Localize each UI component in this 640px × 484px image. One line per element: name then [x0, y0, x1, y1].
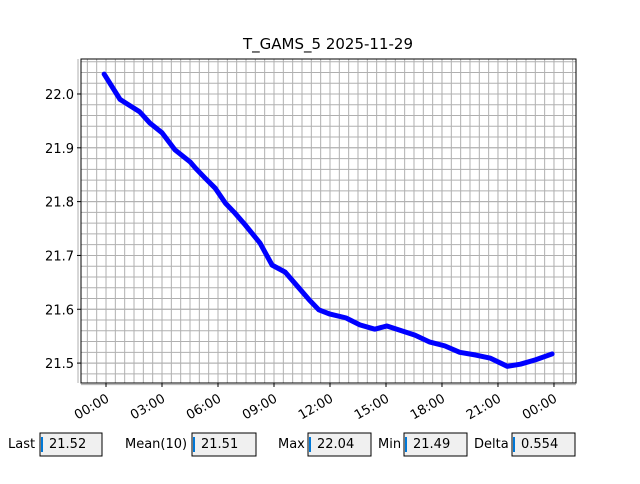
x-tick-label: 00:00	[520, 391, 560, 423]
stat-box	[511, 432, 576, 457]
x-tick-label: 06:00	[184, 391, 224, 423]
stat-box	[39, 432, 103, 457]
y-tick-label: 21.6	[45, 303, 74, 318]
y-tick-label: 21.9	[45, 142, 74, 157]
stat-value: 21.51	[201, 437, 238, 452]
stat-label: Last	[8, 437, 35, 452]
stat-label: Max	[278, 437, 305, 452]
stat-value: 22.04	[317, 437, 354, 452]
stat-label: Mean(10)	[125, 437, 187, 452]
x-tick-label: 12:00	[296, 391, 336, 423]
plot-frame	[80, 58, 577, 384]
stat-box	[191, 432, 257, 457]
stat-value: 21.49	[413, 437, 450, 452]
y-tick-label: 21.5	[45, 357, 74, 372]
stat-label: Delta	[474, 437, 509, 452]
x-tick-label: 03:00	[128, 391, 168, 423]
x-tick-label: 15:00	[352, 391, 392, 423]
x-tick-label: 18:00	[408, 391, 448, 423]
data-line	[101, 71, 555, 369]
chart-title: T_GAMS_5 2025-11-29	[242, 35, 413, 54]
y-tick-label: 21.7	[45, 249, 74, 264]
stat-value: 0.554	[521, 437, 558, 452]
x-tick-label: 00:00	[72, 391, 112, 423]
y-tick-label: 22.0	[45, 88, 74, 103]
x-tick-label: 09:00	[240, 391, 280, 423]
y-tick-label: 21.8	[45, 196, 74, 211]
stat-box	[403, 432, 468, 457]
x-tick-label: 21:00	[464, 391, 504, 423]
stat-label: Min	[378, 437, 401, 452]
stat-box	[307, 432, 372, 457]
stat-value: 21.52	[49, 437, 86, 452]
